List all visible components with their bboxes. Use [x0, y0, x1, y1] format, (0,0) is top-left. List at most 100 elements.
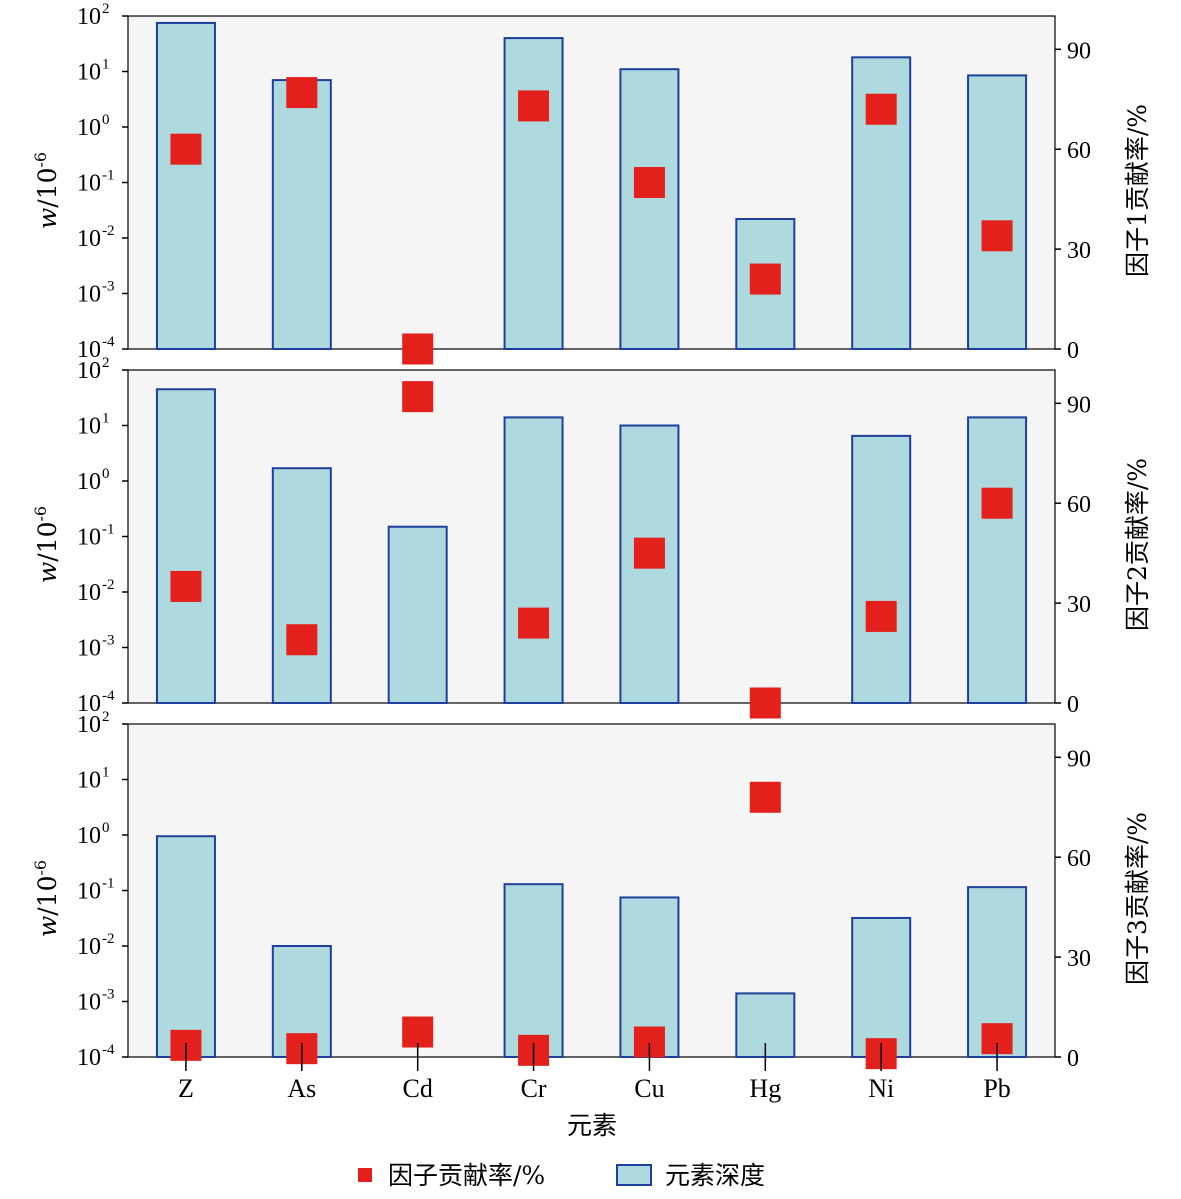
left-tick-exponent: -3: [102, 987, 115, 1003]
bar-z: [155, 21, 216, 350]
legend-marker-label: 因子贡献率/%: [388, 1161, 545, 1190]
bar-z: [155, 388, 216, 704]
bar-cr: [503, 883, 564, 1058]
marker-pb: [981, 220, 1013, 252]
left-tick-exponent: -1: [102, 522, 115, 538]
marker-z: [170, 133, 202, 165]
left-tick-label: 10: [77, 691, 101, 717]
left-tick-exponent: -1: [102, 168, 115, 184]
left-tick-exponent: 2: [102, 709, 110, 725]
marker-cr: [518, 607, 550, 639]
bar-z: [155, 835, 216, 1058]
marker-as: [286, 77, 318, 109]
right-axis-title: 因子1贡献率/%: [1123, 104, 1152, 277]
bar-cr: [503, 416, 564, 704]
left-tick-exponent: -3: [102, 633, 115, 649]
marker-ni: [865, 600, 897, 632]
plot-area: [127, 723, 1056, 1058]
marker-hg: [749, 781, 781, 813]
right-tick-label: 60: [1067, 138, 1091, 164]
right-axis-title: 因子3贡献率/%: [1123, 812, 1152, 985]
left-tick-label: 10: [77, 934, 101, 960]
left-tick-label: 10: [77, 414, 101, 440]
marker-cr: [518, 90, 550, 122]
left-tick-exponent: 1: [102, 57, 110, 73]
left-tick-exponent: -3: [102, 279, 115, 295]
x-tick-label-cu: Cu: [634, 1074, 664, 1103]
marker-hg: [749, 687, 781, 719]
x-tick-label-ni: Ni: [868, 1074, 894, 1103]
right-axis-title: 因子2贡献率/%: [1123, 458, 1152, 631]
marker-ni: [865, 93, 897, 125]
bar-cu: [619, 68, 680, 351]
left-tick-exponent: -4: [102, 334, 115, 350]
right-tick-label: 90: [1067, 746, 1091, 772]
x-tick-label-hg: Hg: [749, 1074, 781, 1103]
left-tick-label: 10: [77, 337, 101, 363]
left-tick-exponent: -4: [102, 688, 115, 704]
left-tick-label: 10: [77, 636, 101, 662]
left-tick-label: 10: [77, 879, 101, 905]
x-axis-title: 元素: [567, 1111, 617, 1140]
left-tick-label: 10: [77, 990, 101, 1016]
left-tick-exponent: 2: [102, 355, 110, 371]
left-tick-label: 10: [77, 768, 101, 794]
left-tick-label: 10: [77, 469, 101, 495]
left-tick-label: 10: [77, 358, 101, 384]
left-tick-label: 10: [77, 4, 101, 30]
left-tick-exponent: -2: [102, 223, 115, 239]
left-tick-label: 10: [77, 1045, 101, 1071]
x-axis: Z As Cd Cr Cu Hg Ni Pb: [178, 1043, 1011, 1103]
right-tick-label: 30: [1067, 946, 1091, 972]
bar-as: [271, 467, 332, 704]
x-tick-label-cr: Cr: [521, 1074, 547, 1103]
legend-bar-swatch: [616, 1164, 652, 1186]
legend: 因子贡献率/% 元素深度: [358, 1161, 765, 1190]
plot-area: [127, 369, 1056, 704]
bar-as: [271, 79, 332, 351]
right-tick-label: 60: [1067, 492, 1091, 518]
left-axis-title: w/10-6: [31, 506, 62, 583]
left-tick-exponent: 0: [102, 112, 110, 128]
right-tick-label: 90: [1067, 38, 1091, 64]
right-tick-label: 90: [1067, 392, 1091, 418]
marker-pb: [981, 487, 1013, 519]
legend-marker-swatch: [358, 1168, 372, 1182]
right-tick-label: 0: [1067, 338, 1079, 364]
left-tick-label: 10: [77, 115, 101, 141]
left-tick-exponent: 0: [102, 466, 110, 482]
left-tick-exponent: -4: [102, 1042, 115, 1058]
left-axis-title: w/10-6: [31, 152, 62, 229]
bar-ni: [851, 434, 912, 704]
marker-cu: [633, 537, 665, 569]
right-tick-label: 30: [1067, 592, 1091, 618]
right-tick-label: 60: [1067, 846, 1091, 872]
left-tick-label: 10: [77, 226, 101, 252]
left-tick-exponent: 2: [102, 1, 110, 17]
marker-hg: [749, 263, 781, 295]
bar-cr: [503, 37, 564, 351]
bar-cd: [387, 525, 448, 704]
marker-cd: [402, 333, 434, 365]
plot-area: [127, 15, 1056, 350]
bar-ni: [851, 916, 912, 1058]
x-tick-label-cd: Cd: [403, 1074, 433, 1103]
x-tick-label-z: Z: [178, 1074, 194, 1103]
marker-z: [170, 570, 202, 602]
left-tick-exponent: -1: [102, 876, 115, 892]
left-tick-exponent: 1: [102, 765, 110, 781]
left-tick-exponent: -2: [102, 577, 115, 593]
legend-bar-label: 元素深度: [665, 1161, 765, 1190]
bar-pb: [967, 74, 1028, 351]
left-tick-label: 10: [77, 823, 101, 849]
marker-as: [286, 624, 318, 656]
left-tick-exponent: 0: [102, 820, 110, 836]
x-tick-label-pb: Pb: [983, 1074, 1010, 1103]
right-tick-label: 30: [1067, 238, 1091, 264]
marker-cd: [402, 1016, 434, 1048]
left-tick-exponent: -2: [102, 931, 115, 947]
